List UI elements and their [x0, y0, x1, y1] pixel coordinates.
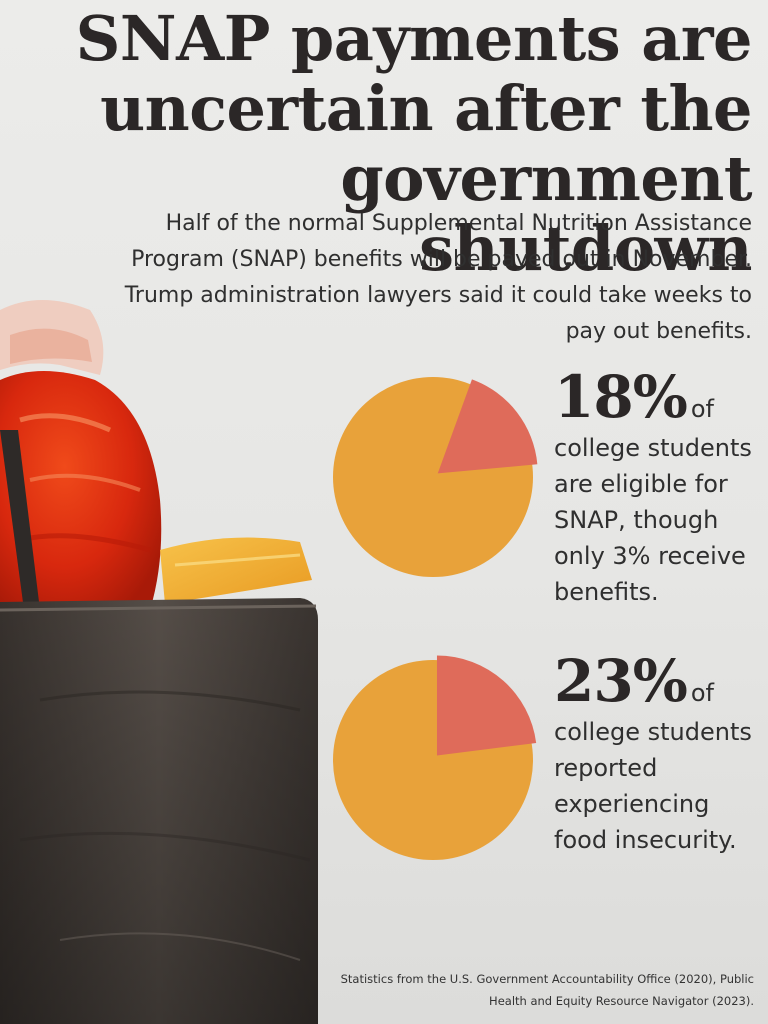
- source-line-2: Health and Equity Resource Navigator (20…: [489, 994, 754, 1008]
- pie-chart-1: [333, 377, 538, 577]
- title-line-3: government shutdown: [340, 142, 752, 285]
- title-line-2: uncertain after the: [100, 72, 752, 145]
- stat-1-desc-line: are eligible for: [554, 470, 728, 498]
- stat-2-headline: 23% of: [554, 650, 764, 712]
- stat-2-desc-line: experiencing: [554, 790, 710, 818]
- pie-1-highlight-slice: [437, 379, 538, 474]
- source-note: Statistics from the U.S. Government Acco…: [314, 968, 754, 1012]
- subtitle-line-4: pay out benefits.: [565, 319, 752, 344]
- stat-2-value: 23%: [554, 647, 688, 715]
- stat-2-desc-line: reported: [554, 754, 658, 782]
- pie-chart-2: [333, 655, 537, 860]
- stat-1-desc-line: college students: [554, 434, 752, 462]
- stat-1-value: 18%: [554, 363, 688, 431]
- stat-1-headline: 18% of: [554, 366, 764, 428]
- stat-2-desc-line: college students: [554, 718, 752, 746]
- subtitle: Half of the normal Supplemental Nutritio…: [32, 206, 752, 350]
- stat-2-desc-line: food insecurity.: [554, 826, 737, 854]
- subtitle-line-2: Program (SNAP) benefits will be payed ou…: [131, 247, 752, 272]
- subtitle-line-1: Half of the normal Supplemental Nutritio…: [165, 211, 752, 236]
- subtitle-line-3: Trump administration lawyers said it cou…: [124, 283, 752, 308]
- stat-block-2: 23% of college students reported experien…: [554, 650, 764, 858]
- stat-1-desc-line: SNAP, though: [554, 506, 719, 534]
- stat-2-description: college students reported experiencing f…: [554, 714, 764, 858]
- stat-1-desc-line: benefits.: [554, 578, 659, 606]
- stat-1-description: college students are eligible for SNAP, …: [554, 430, 764, 610]
- stat-1-of: of: [690, 395, 714, 423]
- grocery-bag-photo: [0, 300, 318, 1024]
- stat-1-desc-line: only 3% receive: [554, 542, 746, 570]
- title-line-1: SNAP payments are: [75, 2, 753, 75]
- pie-2-highlight-slice: [436, 655, 537, 756]
- page-title: SNAP payments are uncertain after the go…: [12, 2, 753, 285]
- stat-block-1: 18% of college students are eligible for …: [554, 366, 764, 610]
- source-line-1: Statistics from the U.S. Government Acco…: [340, 972, 754, 986]
- stat-2-of: of: [690, 679, 714, 707]
